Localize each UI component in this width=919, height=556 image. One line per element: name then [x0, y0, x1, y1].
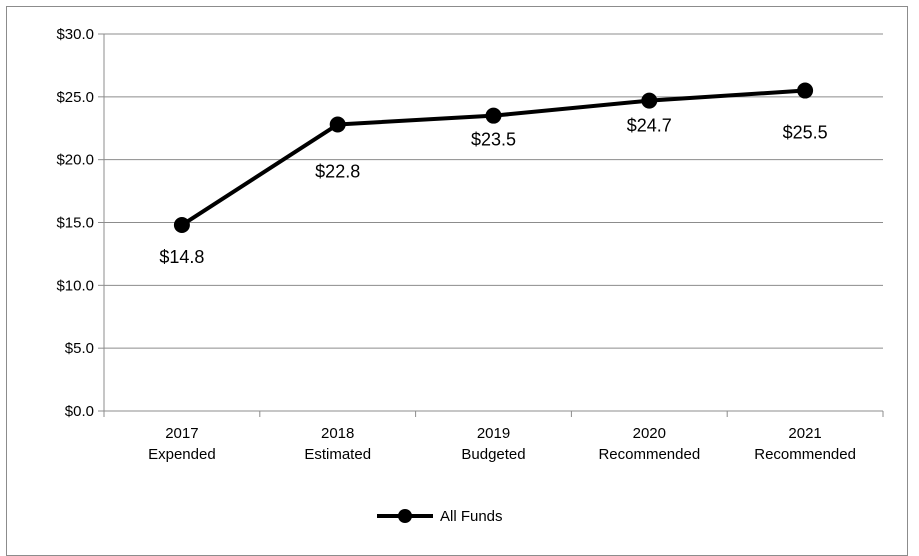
- x-tick-label: 2017: [165, 425, 198, 442]
- x-tick-label: Budgeted: [461, 446, 525, 463]
- legend: All Funds: [377, 508, 503, 525]
- y-tick-label: $25.0: [56, 89, 94, 106]
- line-chart: $0.0 $5.0 $10.0 $15.0 $20.0 $25.0 $30.0 2017 Ex…: [56, 26, 884, 525]
- data-label: $22.8: [315, 161, 360, 181]
- y-tick-label: $20.0: [56, 152, 94, 169]
- y-tick-label: $30.0: [56, 26, 94, 43]
- data-point-marker: [641, 92, 658, 109]
- y-tick-label: $0.0: [65, 403, 94, 420]
- gridlines: [104, 33, 883, 349]
- y-tick-label: $15.0: [56, 215, 94, 232]
- series-all-funds: [173, 82, 814, 234]
- y-tick-label: $10.0: [56, 277, 94, 294]
- data-label: $23.5: [471, 130, 516, 150]
- x-tick-label: 2018: [321, 425, 354, 442]
- data-label: $24.7: [627, 116, 672, 136]
- legend-label: All Funds: [440, 508, 503, 525]
- data-label: $25.5: [783, 123, 828, 143]
- y-tick-label: $5.0: [65, 340, 94, 357]
- legend-marker-swatch: [398, 509, 412, 523]
- data-point-marker: [329, 116, 346, 133]
- x-axis-tick-labels: 2017 Expended 2018 Estimated 2019 Budgeted 202…: [148, 425, 856, 463]
- x-tick-label: Recommended: [598, 446, 700, 463]
- x-tick-label: 2021: [788, 425, 821, 442]
- axes: [98, 33, 884, 417]
- data-point-marker: [485, 107, 502, 124]
- x-tick-label: Estimated: [304, 446, 371, 463]
- x-tick-label: Expended: [148, 446, 216, 463]
- x-tick-label: Recommended: [754, 446, 856, 463]
- data-point-marker: [173, 217, 190, 234]
- data-label: $14.8: [159, 247, 204, 267]
- x-tick-label: 2019: [477, 425, 510, 442]
- data-labels: $14.8 $22.8 $23.5 $24.7 $25.5: [159, 116, 827, 267]
- data-point-marker: [797, 82, 814, 99]
- chart-area: $0.0 $5.0 $10.0 $15.0 $20.0 $25.0 $30.0 2017 Ex…: [6, 6, 908, 556]
- y-axis-tick-labels: $0.0 $5.0 $10.0 $15.0 $20.0 $25.0 $30.0: [56, 26, 94, 420]
- x-tick-label: 2020: [633, 425, 666, 442]
